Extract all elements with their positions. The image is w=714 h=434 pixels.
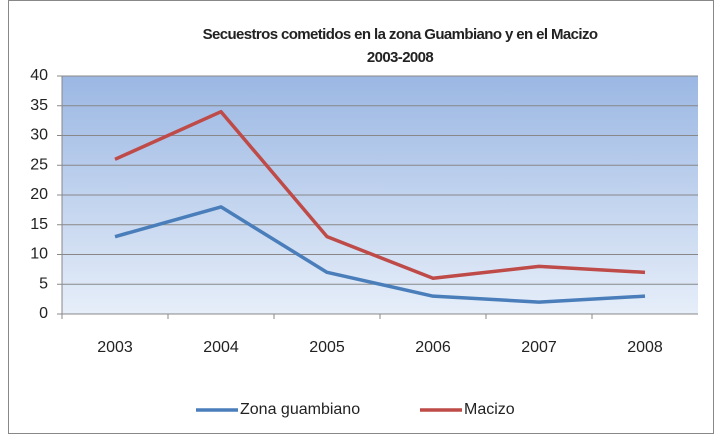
x-tick-label: 2007	[521, 339, 557, 356]
y-tick-label: 25	[30, 156, 48, 173]
x-tick-label: 2006	[415, 339, 451, 356]
x-tick-label: 2004	[203, 339, 239, 356]
x-tick-label: 2008	[627, 339, 663, 356]
y-tick-label: 40	[30, 67, 48, 84]
series-line	[114, 205, 646, 304]
legend-label: Zona guambiano	[240, 401, 360, 418]
x-tick-label: 2003	[97, 339, 133, 356]
y-tick-label: 15	[30, 216, 48, 233]
y-tick-label: 5	[39, 275, 48, 292]
y-tick-label: 30	[30, 127, 48, 144]
chart-subtitle: 2003-2008	[367, 49, 434, 66]
y-tick-label: 20	[30, 186, 48, 203]
series-line	[114, 109, 646, 281]
chart-title: Secuestros cometidos en la zona Guambian…	[203, 26, 598, 43]
y-tick-label: 35	[30, 97, 48, 114]
x-tick-label: 2005	[309, 339, 345, 356]
y-tick-label: 10	[30, 246, 48, 263]
legend-label: Macizo	[464, 401, 515, 418]
y-tick-label: 0	[39, 305, 48, 322]
